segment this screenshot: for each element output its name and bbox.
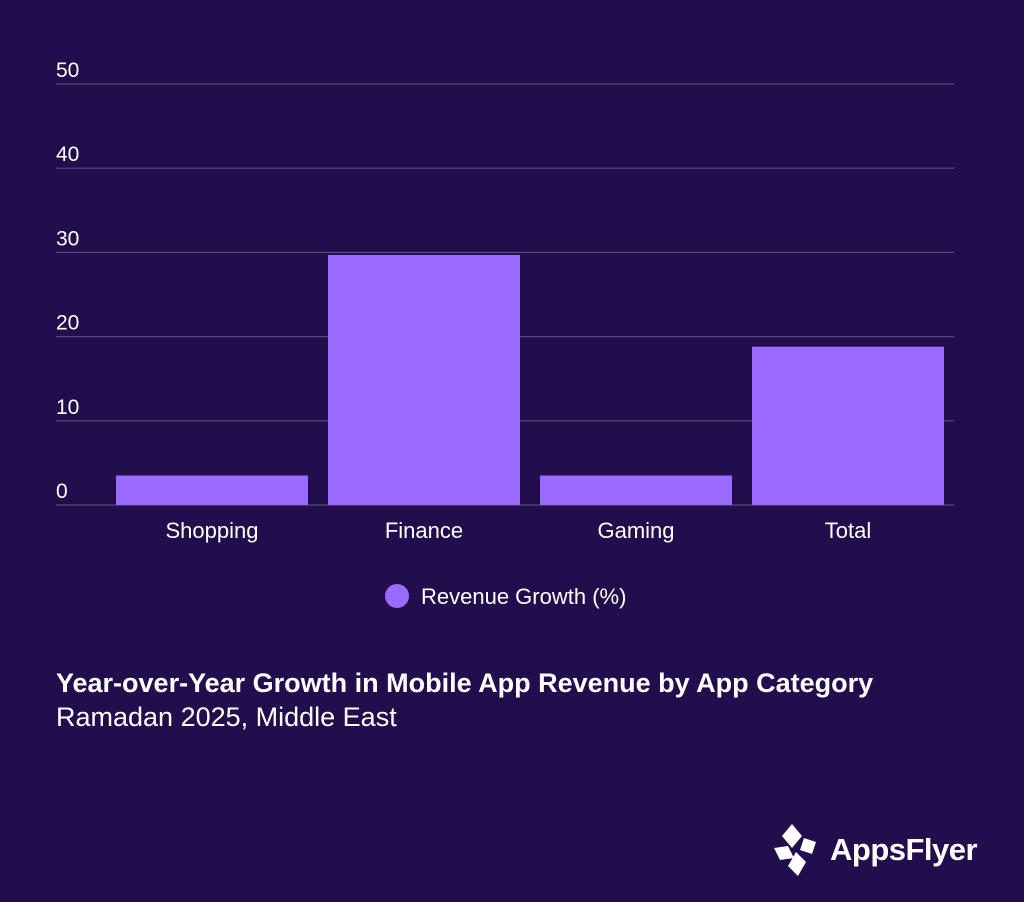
- chart-caption: Year-over-Year Growth in Mobile App Reve…: [56, 666, 996, 734]
- bar-finance: [328, 254, 520, 505]
- legend-label: Revenue Growth (%): [421, 584, 626, 609]
- x-tick-label: Total: [825, 518, 871, 543]
- x-axis-labels: Shopping Finance Gaming Total: [166, 518, 872, 543]
- bar-gaming: [540, 475, 732, 505]
- y-tick-label: 40: [56, 143, 79, 166]
- appsflyer-logo: AppsFlyer: [772, 820, 978, 880]
- y-axis-ticks: 0 10 20 30 40 50: [56, 59, 79, 503]
- y-tick-label: 50: [56, 59, 79, 82]
- appsflyer-logo-icon: [774, 824, 816, 876]
- y-tick-label: 20: [56, 312, 79, 335]
- bars: [116, 254, 944, 505]
- y-tick-label: 10: [56, 396, 79, 419]
- logo-text: AppsFlyer: [830, 832, 978, 867]
- y-tick-label: 30: [56, 227, 79, 250]
- bar-chart: 0 10 20 30 40 50 Shopping Finance Gaming Total R…: [56, 59, 954, 609]
- legend-swatch: [385, 584, 409, 608]
- bar-shopping: [116, 475, 308, 505]
- chart-subtitle: Ramadan 2025, Middle East: [56, 702, 397, 732]
- legend: Revenue Growth (%): [385, 584, 626, 609]
- chart-title: Year-over-Year Growth in Mobile App Reve…: [56, 668, 874, 698]
- bar-total: [752, 346, 944, 505]
- x-tick-label: Finance: [385, 518, 463, 543]
- x-tick-label: Shopping: [166, 518, 259, 543]
- y-tick-label: 0: [56, 480, 68, 503]
- x-tick-label: Gaming: [597, 518, 674, 543]
